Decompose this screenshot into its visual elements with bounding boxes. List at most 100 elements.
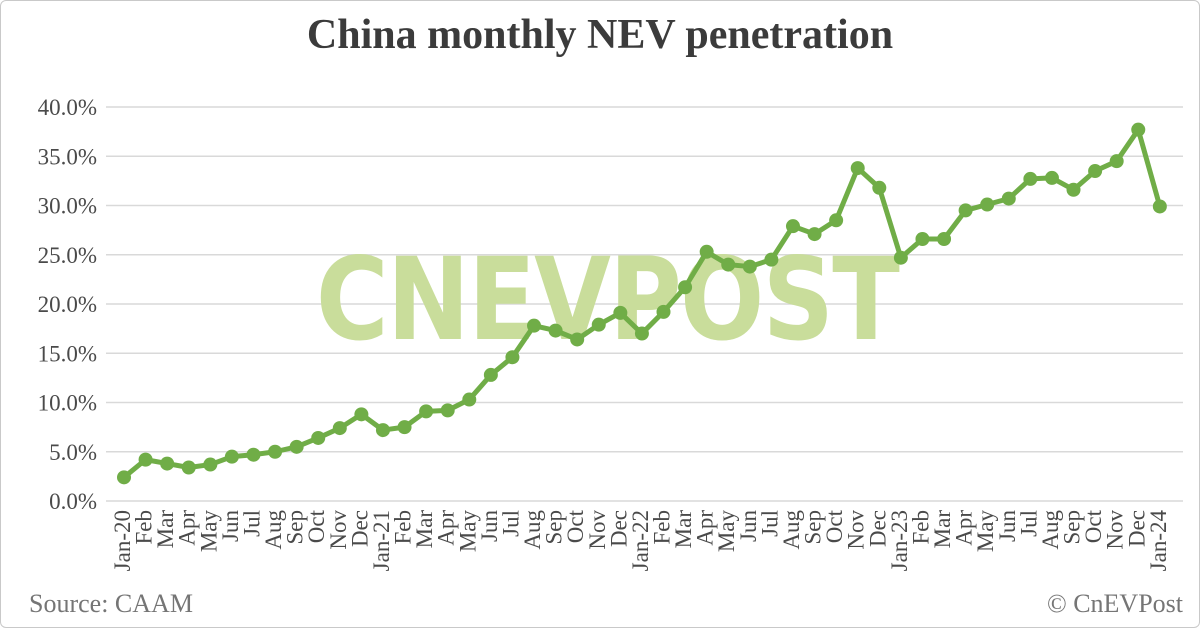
data-point <box>246 447 261 462</box>
x-tick-label: Dec <box>1124 510 1149 547</box>
y-tick-label: 10.0% <box>38 391 97 416</box>
x-tick-label: May <box>714 510 739 553</box>
x-tick-label: Jun <box>995 510 1020 542</box>
data-point <box>1109 154 1124 169</box>
cnevpost-watermark: CNEVPOST <box>316 234 900 366</box>
data-point <box>419 404 434 419</box>
data-point <box>527 318 542 333</box>
data-point <box>160 456 175 471</box>
x-tick-label: Nov <box>844 510 869 550</box>
x-tick-label: Oct <box>563 509 588 543</box>
x-tick-label: Mar <box>412 510 437 549</box>
x-tick-label: Jul <box>757 510 782 537</box>
data-point <box>850 161 865 176</box>
x-tick-label: Jan-20 <box>110 510 135 571</box>
data-point <box>742 259 757 274</box>
source-label: Source: CAAM <box>29 589 193 618</box>
data-point <box>268 444 283 459</box>
y-tick-label: 15.0% <box>38 341 97 366</box>
x-tick-label: Aug <box>779 510 804 550</box>
x-tick-label: May <box>455 510 480 553</box>
data-point <box>397 420 412 435</box>
x-tick-label: Apr <box>434 510 459 546</box>
x-tick-label: Feb <box>908 510 933 545</box>
data-point <box>1044 170 1059 185</box>
data-point <box>1088 164 1103 179</box>
data-point <box>311 430 326 445</box>
data-point <box>289 439 304 454</box>
data-point <box>613 305 628 320</box>
data-point <box>656 304 671 319</box>
data-point <box>915 231 930 246</box>
data-point <box>181 460 196 475</box>
copyright-label: © CnEVPost <box>1046 589 1183 618</box>
data-point <box>224 449 239 464</box>
x-tick-label: May <box>196 510 221 553</box>
x-tick-label: Jan-21 <box>369 510 394 571</box>
y-tick-label: 20.0% <box>38 292 97 317</box>
data-point <box>785 219 800 234</box>
x-tick-label: Jan-24 <box>1146 510 1171 572</box>
data-point <box>807 227 822 242</box>
x-tick-label: Sep <box>1060 510 1085 545</box>
x-tick-label: Dec <box>606 510 631 547</box>
x-tick-label: Apr <box>952 510 977 546</box>
x-tick-label: Jan-22 <box>628 510 653 571</box>
data-point <box>548 323 563 338</box>
y-tick-label: 5.0% <box>49 440 97 465</box>
x-tick-label: Feb <box>391 510 416 545</box>
series-layer <box>117 122 1167 485</box>
x-tick-label: Dec <box>347 510 372 547</box>
data-point <box>483 367 498 382</box>
x-tick-label: Jun <box>477 510 502 542</box>
data-point <box>570 332 585 347</box>
data-point <box>440 403 455 418</box>
y-tick-label: 35.0% <box>38 144 97 169</box>
x-tick-label: Jul <box>239 510 264 537</box>
data-point <box>591 317 606 332</box>
x-tick-label: Apr <box>693 510 718 546</box>
data-point <box>893 250 908 265</box>
y-tick-label: 0.0% <box>49 489 97 514</box>
x-tick-label: Jul <box>498 510 523 537</box>
x-tick-label: Mar <box>671 510 696 549</box>
data-point <box>1001 191 1016 206</box>
x-tick-label: Jun <box>736 510 761 542</box>
x-tick-label: Oct <box>1081 509 1106 543</box>
x-tick-label: Nov <box>1103 510 1128 550</box>
x-tick-label: Dec <box>865 510 890 547</box>
data-point <box>332 421 347 436</box>
x-tick-label: Mar <box>153 510 178 549</box>
data-point <box>505 350 520 365</box>
axis-layer: 0.0% 5.0% 10.0% 15.0% 20.0% 25.0% 30.0% 35.0% 40… <box>38 95 1171 571</box>
data-point <box>1131 122 1146 137</box>
data-point <box>937 231 952 246</box>
x-tick-label: Jan-23 <box>887 510 912 571</box>
x-tick-label: Mar <box>930 510 955 549</box>
data-point <box>764 252 779 267</box>
data-point <box>375 423 390 438</box>
x-tick-label: Sep <box>283 510 308 545</box>
data-point <box>829 213 844 228</box>
x-tick-label: May <box>973 510 998 553</box>
data-point <box>678 280 693 295</box>
data-point <box>980 197 995 212</box>
x-tick-label: Aug <box>520 510 545 550</box>
data-point <box>138 452 153 467</box>
y-tick-label: 40.0% <box>38 95 97 120</box>
x-tick-label: Sep <box>542 510 567 545</box>
x-tick-label: Aug <box>1038 510 1063 550</box>
x-tick-label: Jun <box>218 510 243 542</box>
x-tick-label: Feb <box>650 510 675 545</box>
x-tick-label: Nov <box>585 510 610 550</box>
data-point <box>354 407 369 422</box>
x-tick-label: Nov <box>326 510 351 550</box>
x-tick-label: Oct <box>822 509 847 543</box>
data-point <box>699 244 714 259</box>
data-point <box>1066 182 1081 197</box>
data-point <box>634 326 649 341</box>
x-tick-label: Jul <box>1016 510 1041 537</box>
x-tick-label: Sep <box>801 510 826 545</box>
